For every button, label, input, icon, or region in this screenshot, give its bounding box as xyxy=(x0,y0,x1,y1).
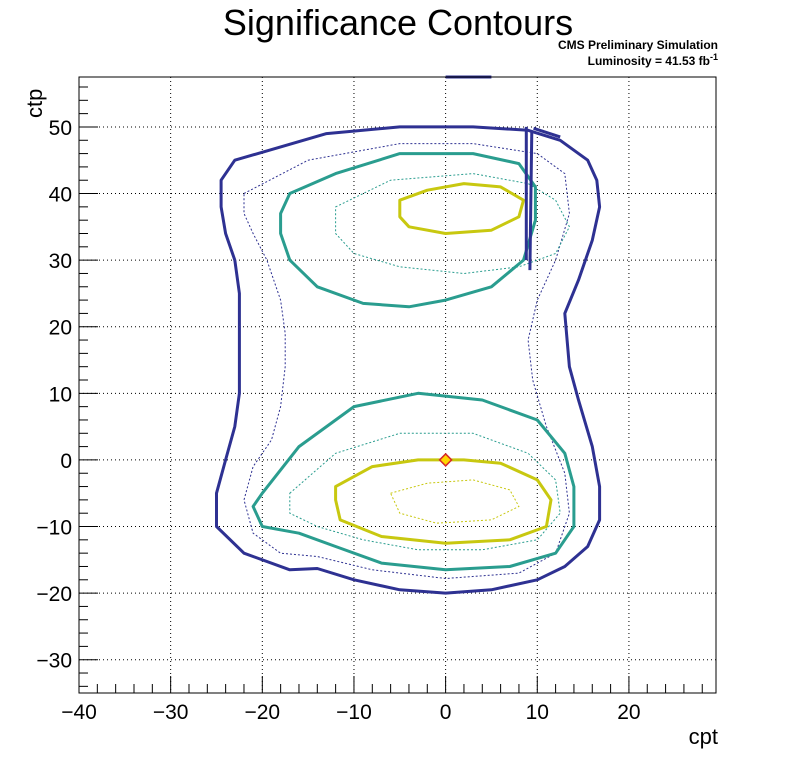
chart-title: Significance Contours xyxy=(222,2,574,43)
grid xyxy=(79,77,716,693)
y-tick-label: 50 xyxy=(49,117,72,140)
y-tick-label: 40 xyxy=(49,184,72,207)
outer-dashed-contour xyxy=(243,143,570,580)
x-tick-label: 10 xyxy=(526,701,549,724)
x-axis-label: cpt xyxy=(688,724,718,749)
plot-frame xyxy=(78,76,717,694)
best-fit-marker xyxy=(438,452,453,467)
outer-solid-contour xyxy=(215,125,602,595)
y-tick-label: 30 xyxy=(49,250,72,273)
y-tick-label: 20 xyxy=(49,317,72,340)
x-tick-label: −20 xyxy=(244,701,280,724)
x-tick-label: −40 xyxy=(61,701,97,724)
luminosity-annotation: Luminosity = 41.53 fb-1 xyxy=(588,52,718,68)
inner-solid-contour xyxy=(398,182,525,235)
y-tick-label: −30 xyxy=(36,650,72,673)
y-axis-label: ctp xyxy=(22,89,48,118)
x-tick-labels: −40 −30 −20 −10 0 10 20 xyxy=(61,701,640,724)
y-tick-label: 10 xyxy=(49,383,72,406)
y-tick-labels: −30 −20 −10 0 10 20 30 40 50 xyxy=(36,117,72,673)
y-tick-label: −20 xyxy=(36,583,72,606)
axis-ticks xyxy=(78,86,703,693)
middle-solid-contour xyxy=(251,391,576,572)
inner-solid-contour xyxy=(334,458,553,545)
x-tick-label: −30 xyxy=(153,701,189,724)
y-tick-label: −10 xyxy=(36,517,72,540)
inner-dashed-contour xyxy=(389,479,520,524)
luminosity-unit-exponent: -1 xyxy=(709,52,718,62)
contour-lines xyxy=(215,75,602,595)
x-tick-label: 20 xyxy=(617,701,640,724)
y-tick-label: 0 xyxy=(60,450,72,473)
middle-solid-contour xyxy=(279,152,537,309)
y-axis-label-text: ctp xyxy=(22,88,47,118)
cms-annotation: CMS Preliminary Simulation xyxy=(557,38,718,52)
middle-dashed-contour xyxy=(289,432,561,551)
luminosity-text: Luminosity = 41.53 fb xyxy=(587,54,710,68)
x-tick-label: 0 xyxy=(440,701,452,724)
x-tick-label: −10 xyxy=(336,701,372,724)
outer-contour-segment xyxy=(528,130,534,271)
best-fit-point xyxy=(438,452,453,467)
outer-contour-segment xyxy=(533,126,561,139)
